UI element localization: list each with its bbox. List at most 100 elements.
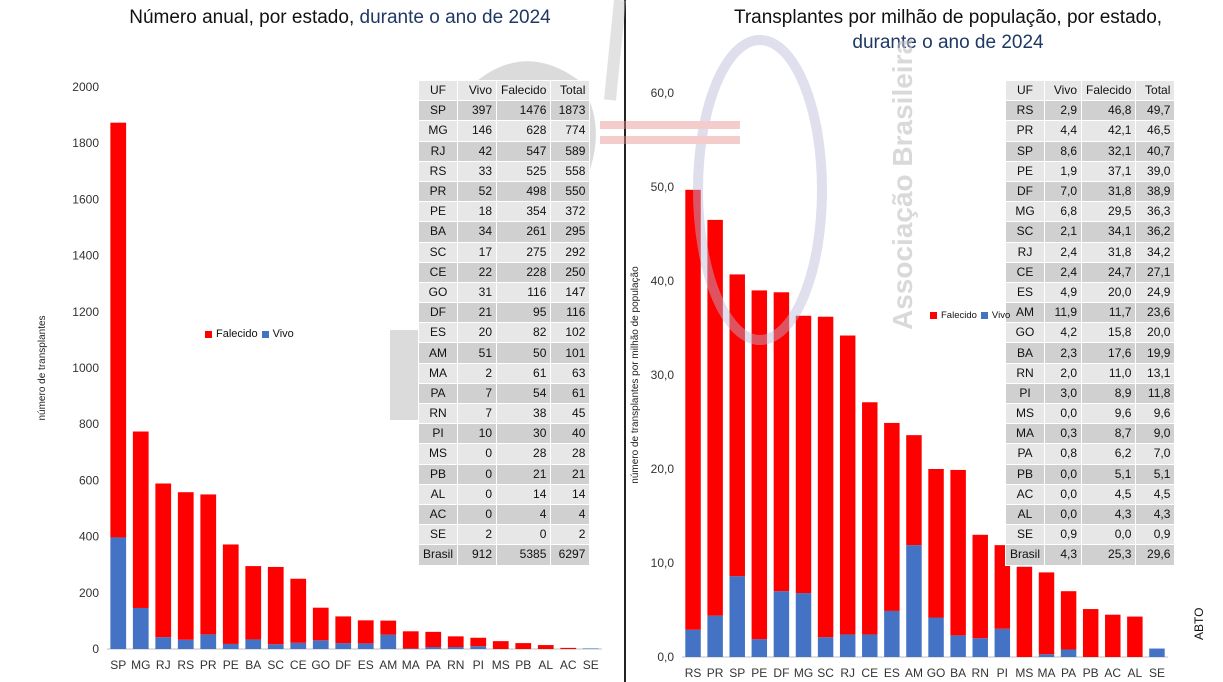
right-table-cell: 37,1 [1081,160,1137,182]
left-bar-falecido-pr [200,494,217,635]
left-table-cell: 14 [496,483,552,505]
right-x-tick-label: DF [773,666,789,680]
right-table-cell: 4,3 [1044,544,1083,566]
right-table-row: BA 2,3 17,6 19,9 [1004,342,1176,364]
left-table-row: Brasil 912 5385 6297 [417,544,591,566]
right-bar-falecido-ms [1016,566,1033,657]
left-x-tick-label: RJ [156,658,171,672]
right-table-cell: 34,2 [1135,241,1176,263]
left-bar-vivo-pr [200,634,217,649]
right-table-cell: PR [1004,120,1046,142]
left-x-tick-label: BA [245,658,261,672]
right-x-tick-label: MG [794,666,813,680]
left-legend-swatch-falecido [205,330,212,338]
left-table-row: RN 7 38 45 [417,402,591,425]
right-bar-falecido-pi [994,545,1011,629]
right-table-cell: 4,5 [1135,483,1176,505]
left-bar-falecido-pe [222,544,239,644]
left-table-cell: 146 [457,120,498,142]
right-table-cell: 32,1 [1081,140,1137,162]
right-table-cell: 6,2 [1081,443,1137,465]
right-bar-falecido-am [906,435,922,546]
left-bar-falecido-df [335,616,352,644]
left-table-cell: 774 [550,120,591,142]
left-table-row: PA 7 54 61 [417,382,591,405]
left-bar-vivo-pe [222,643,239,649]
left-table-cell: BA [417,221,459,243]
right-table-cell: 0,0 [1044,483,1083,505]
right-table-cell: RS [1004,100,1046,122]
right-table-cell: 31,8 [1081,241,1137,263]
right-table-cell: 11,7 [1081,302,1137,324]
right-bar-vivo-sp [729,576,745,657]
left-bar-vivo-rj [155,637,172,649]
left-table-cell: 275 [496,241,552,263]
left-table-cell: RS [417,160,459,182]
right-table-header-cell: UF [1004,79,1046,102]
left-table-cell: 52 [457,180,498,203]
right-table-cell: 8,7 [1081,423,1137,445]
left-bar-falecido-rs [177,492,194,640]
right-table-cell: 15,8 [1081,322,1137,344]
left-bar-vivo-pa [425,647,442,649]
right-table-cell: 4,4 [1044,120,1083,142]
left-y-tick-label: 600 [79,473,99,487]
right-table-cell: 46,5 [1135,120,1176,142]
left-bar-vivo-rs [177,639,194,649]
left-table-cell: MA [417,362,459,384]
left-table-cell: 82 [496,322,552,344]
right-table-cell: 11,0 [1081,362,1137,384]
left-bar-falecido-mg [132,431,149,608]
left-table-row: RS 33 525 558 [417,160,591,182]
right-table-row: RN 2,0 11,0 13,1 [1004,362,1176,384]
left-table-cell: 372 [550,201,591,223]
left-x-tick-label: PI [473,658,484,672]
right-table-cell: 25,3 [1081,544,1137,566]
panel-divider [624,0,626,682]
left-bar-falecido-go [312,607,329,641]
left-x-tick-label: AC [560,658,577,672]
right-table-cell: 11,8 [1135,382,1176,405]
left-table-cell: 292 [550,241,591,263]
left-table-row: ES 20 82 102 [417,322,591,344]
left-table-cell: 42 [457,140,498,162]
right-table-cell: 40,7 [1135,140,1176,162]
right-bar-vivo-pr [707,615,723,657]
left-x-tick-label: PE [223,658,239,672]
left-table-row: BA 34 261 295 [417,221,591,243]
left-bar-falecido-pi [470,637,487,647]
right-x-tick-label: MA [1038,666,1056,680]
left-table-cell: 40 [550,423,591,445]
right-legend-swatch-vivo [980,312,988,319]
right-table-cell: AL [1004,503,1046,526]
left-bar-vivo-ma [402,648,419,649]
left-table-cell: 21 [496,463,552,485]
left-table-cell: 116 [550,302,591,324]
left-y-tick-label: 2000 [72,80,99,94]
left-table-row: SP 397 1476 1873 [417,100,591,122]
right-table-cell: 24,7 [1081,261,1137,283]
right-bar-vivo-es [884,610,900,657]
left-table-cell: 2 [457,524,498,546]
right-table-cell: PI [1004,382,1046,405]
right-table-row: CE 2,4 24,7 27,1 [1004,261,1176,283]
left-x-tick-label: AM [379,658,397,672]
right-table-header-cell: Falecido [1081,79,1137,102]
left-table-cell: MS [417,443,459,465]
right-table-row: AL 0,0 4,3 4,3 [1004,503,1176,526]
left-table-row: SC 17 275 292 [417,241,591,263]
left-x-tick-label: SP [110,658,126,672]
right-table-cell: 23,6 [1135,302,1176,324]
left-bar-vivo-se [582,648,599,649]
right-title-part2: durante o ano de 2024 [852,32,1044,53]
left-x-tick-label: MS [492,658,510,672]
right-table-cell: 2,3 [1044,342,1083,364]
left-table-cell: 250 [550,261,591,283]
right-y-axis-label: número de transplantes por milhão de pop… [630,266,641,484]
right-bar-falecido-es [884,422,900,611]
left-bar-falecido-ce [290,578,307,643]
right-x-tick-label: GO [927,666,946,680]
right-table-cell: 0,0 [1044,463,1083,485]
right-table-header-cell: Total [1135,79,1176,102]
left-bar-vivo-pi [470,646,487,649]
